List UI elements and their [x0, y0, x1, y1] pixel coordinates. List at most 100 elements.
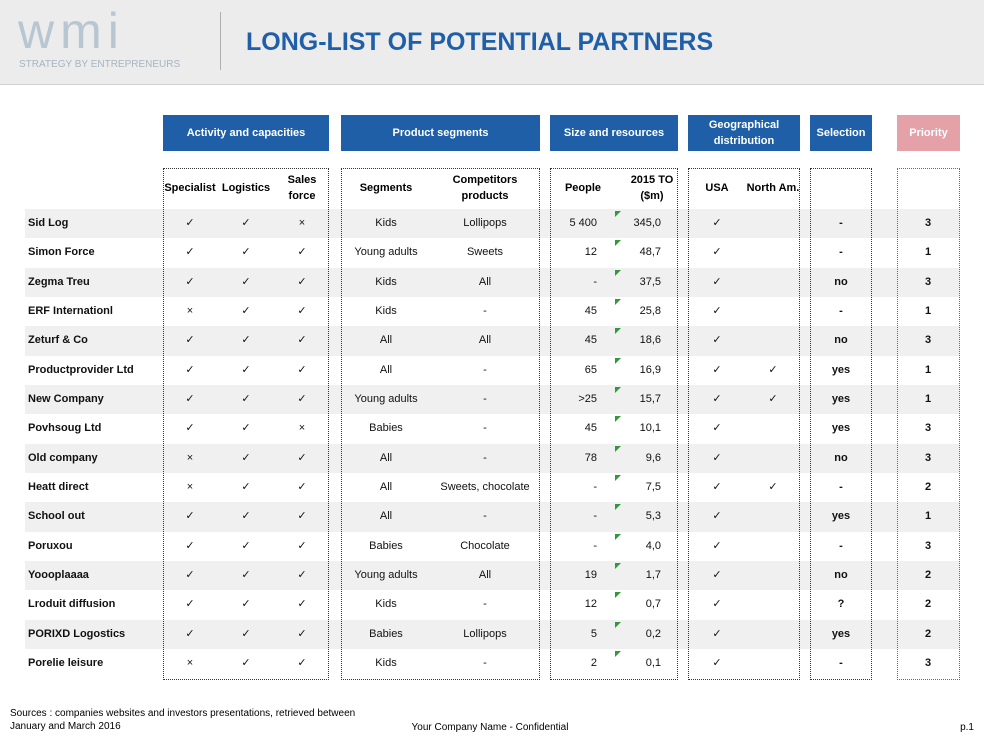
cell: no [834, 334, 848, 347]
column-header: Competitors products [452, 174, 518, 202]
cell: × [186, 480, 194, 493]
cell: ✓ [241, 392, 251, 405]
group-box [688, 168, 800, 680]
row-name: Zeturf & Co [28, 334, 88, 347]
cell: All [478, 275, 492, 288]
group-box [163, 168, 329, 680]
row-name: PORIXD Logostics [28, 627, 126, 640]
cell: yes [831, 363, 851, 376]
company: Your Company Name - Confidential [411, 722, 569, 733]
cell: ✓ [712, 334, 722, 347]
cell: ✓ [712, 480, 722, 493]
cell: 2 [924, 568, 932, 581]
cell: 45 [584, 304, 597, 317]
cell: 3 [924, 422, 932, 435]
group-box [550, 168, 678, 680]
cell: ✓ [241, 451, 251, 464]
cell: ✓ [185, 392, 195, 405]
row-name: Simon Force [28, 246, 95, 259]
cell: 12 [584, 246, 597, 259]
cell: ✓ [712, 510, 722, 523]
cell: ✓ [185, 422, 195, 435]
cell: ✓ [241, 627, 251, 640]
cell: - [839, 539, 843, 552]
cell: All [478, 568, 492, 581]
cell: × [298, 422, 306, 435]
cell: ✓ [297, 275, 307, 288]
cell: no [834, 275, 848, 288]
to-marker [615, 562, 621, 569]
row-stripe [25, 384, 960, 415]
cell: ✓ [297, 510, 307, 523]
cell: ✓ [297, 363, 307, 376]
cell: 7,5 [645, 480, 661, 493]
row-stripe [25, 209, 960, 239]
cell: ✓ [712, 304, 722, 317]
cell: yes [831, 392, 851, 405]
header-band [0, 0, 984, 85]
cell: ✓ [712, 275, 722, 288]
cell: Lollipops [463, 627, 507, 640]
group-header: Selection [810, 115, 872, 151]
cell: no [834, 451, 848, 464]
cell: - [839, 480, 843, 493]
cell: ✓ [185, 334, 195, 347]
cell: Young adults [354, 568, 418, 581]
to-marker [615, 650, 621, 657]
cell: Kids [375, 275, 397, 288]
cell: 0,1 [645, 656, 661, 669]
cell: × [186, 451, 194, 464]
cell: ✓ [712, 217, 722, 229]
cell: ✓ [185, 627, 195, 640]
row-name: Yoooplaaaa [28, 568, 89, 581]
cell: × [186, 656, 194, 669]
page-number: p.1 [960, 722, 974, 733]
cell: × [298, 217, 306, 229]
title: LONG-LIST OF POTENTIAL PARTNERS [246, 28, 714, 56]
group-header: Product segments [341, 115, 540, 151]
cell: 45 [584, 422, 597, 435]
column-header: USA [705, 182, 729, 194]
group-box [897, 168, 960, 680]
row-name: Zegma Treu [28, 275, 90, 288]
cell: ✓ [297, 451, 307, 464]
cell: 9,6 [645, 451, 661, 464]
cell: ✓ [712, 363, 722, 376]
to-marker [615, 474, 621, 481]
cell: 3 [924, 217, 932, 229]
cell: ✓ [712, 451, 722, 464]
cell: 1 [924, 510, 932, 523]
row-name: Productprovider Ltd [28, 363, 134, 376]
cell: Lollipops [463, 217, 507, 229]
group-header: Priority [897, 115, 960, 151]
cell: ✓ [712, 627, 722, 640]
cell: 5 [590, 627, 597, 640]
cell: - [483, 392, 487, 405]
column-header: North Am. [746, 182, 800, 194]
cell: - [839, 217, 843, 229]
cell: ✓ [185, 510, 195, 523]
row-name: Lroduit diffusion [28, 598, 116, 611]
cell: 18,6 [639, 334, 661, 347]
to-marker [615, 298, 621, 305]
cell: yes [831, 422, 851, 435]
cell: ✓ [241, 480, 251, 493]
cell: ✓ [241, 217, 251, 229]
cell: Babies [369, 422, 403, 435]
cell: 15,7 [639, 392, 661, 405]
cell: 2 [590, 656, 597, 669]
row-name: School out [28, 510, 85, 523]
cell: ✓ [241, 275, 251, 288]
row-name: Povhsoug Ltd [28, 422, 102, 435]
cell: ✓ [768, 392, 778, 405]
cell: × [186, 304, 194, 317]
to-marker [615, 592, 621, 599]
cell: Babies [369, 539, 403, 552]
cell: Babies [369, 627, 403, 640]
cell: 2 [924, 598, 932, 611]
cell: 65 [584, 363, 597, 376]
cell: Kids [375, 304, 397, 317]
cell: - [593, 275, 597, 288]
row-name: Porelie leisure [28, 656, 104, 669]
cell: ✓ [297, 598, 307, 611]
